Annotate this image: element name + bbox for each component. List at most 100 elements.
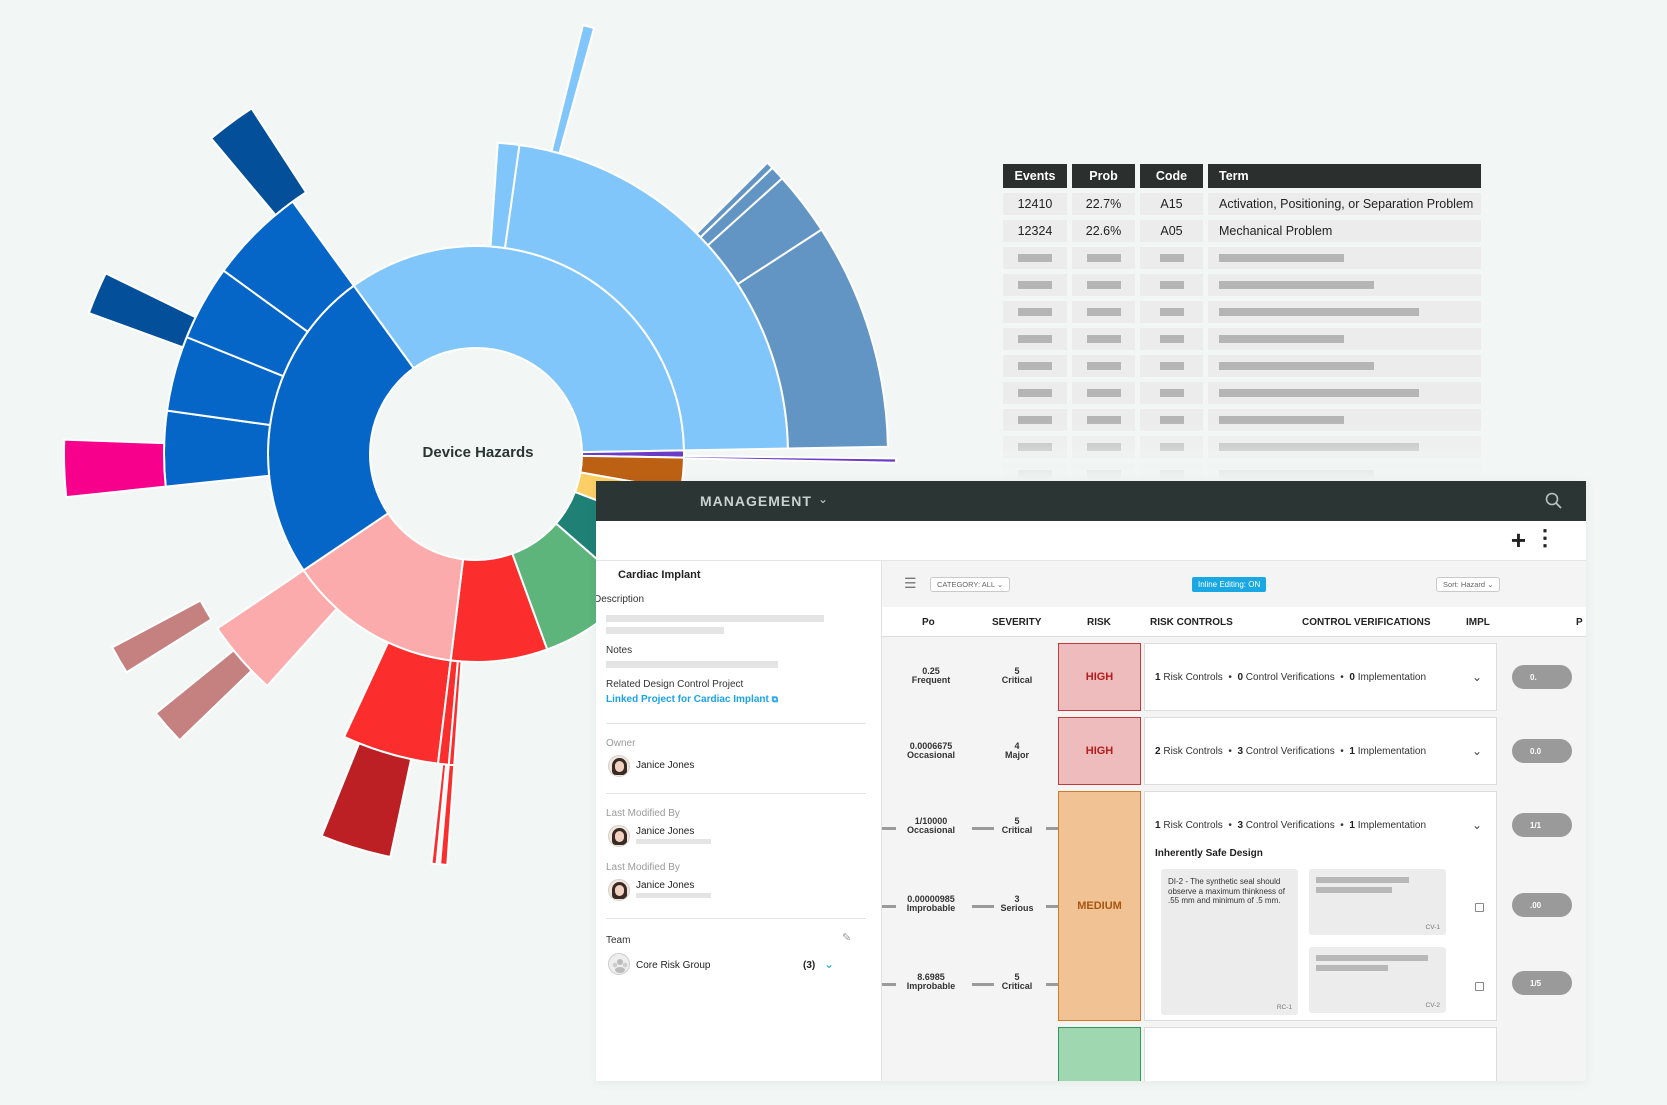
description-value[interactable]: [606, 627, 724, 634]
related-project-link[interactable]: Linked Project for Cardiac Implant ⧉: [606, 694, 778, 705]
checkbox[interactable]: [1475, 903, 1484, 912]
category-filter-label[interactable]: CATEGORY: All: [937, 580, 995, 589]
risk-controls-summary[interactable]: 1 Risk Controls • 0 Control Verification…: [1144, 643, 1497, 711]
risk-badge[interactable]: HIGH: [1058, 643, 1141, 711]
chevron-down-icon[interactable]: ⌄: [1471, 744, 1482, 758]
sunburst-segment[interactable]: [706, 176, 823, 286]
sunburst-segment[interactable]: [695, 161, 774, 239]
sunburst-segment[interactable]: [489, 141, 521, 250]
category-filter[interactable]: CATEGORY: All ⌄: [930, 577, 1011, 592]
sunburst-segment[interactable]: [439, 763, 456, 867]
risk-controls-summary[interactable]: [1144, 1027, 1497, 1081]
column-control-verifications[interactable]: CONTROL VERIFICATIONS: [1302, 617, 1431, 628]
notes-value[interactable]: [606, 661, 778, 668]
severity-cell[interactable]: 5 Critical: [982, 816, 1052, 836]
sunburst-segment[interactable]: [222, 200, 356, 334]
table-row[interactable]: 12324 22.6% A05 Mechanical Problem: [1003, 220, 1481, 242]
search-icon[interactable]: [1544, 491, 1564, 511]
checkbox[interactable]: [1475, 982, 1484, 991]
controls-summary-text: 1 Risk Controls • 0 Control Verification…: [1155, 672, 1427, 683]
chevron-up-icon[interactable]: ⌄: [1471, 818, 1482, 832]
p-value-pill[interactable]: 0.0: [1512, 739, 1572, 763]
chevron-down-icon[interactable]: ⌄: [818, 492, 829, 506]
placeholder-cell: [1208, 301, 1481, 323]
verification-id: CV-1: [1425, 924, 1440, 931]
p-value-pill[interactable]: .00: [1512, 893, 1572, 917]
cell-events: 12410: [1003, 193, 1067, 215]
team-label: Team: [606, 935, 631, 946]
sort-dropdown[interactable]: Sort: Hazard ⌄: [1436, 577, 1501, 592]
risk-controls-expanded[interactable]: 1 Risk Controls • 3 Control Verification…: [1144, 791, 1497, 1021]
po-value: 1/10000: [914, 816, 948, 826]
sunburst-segment[interactable]: [209, 107, 308, 217]
cv-count: 0: [1237, 672, 1243, 683]
column-p[interactable]: P: [1576, 617, 1583, 628]
header-events[interactable]: Events: [1003, 164, 1067, 188]
po-cell[interactable]: 0.0006675 Occasional: [886, 741, 976, 761]
placeholder-bar: [1159, 281, 1184, 289]
risk-control-card[interactable]: DI-2 - The synthetic seal should observe…: [1161, 869, 1298, 1015]
connector-line: [972, 827, 994, 830]
column-impl[interactable]: IMPL: [1466, 617, 1490, 628]
placeholder-bar: [1018, 416, 1052, 424]
risk-badge[interactable]: [1058, 1027, 1141, 1081]
table-fade-overlay: [999, 422, 1485, 492]
column-risk-controls[interactable]: RISK CONTROLS: [1150, 617, 1233, 628]
severity-label: Serious: [1000, 903, 1034, 914]
divider: [606, 723, 866, 724]
verification-card[interactable]: CV-1: [1309, 869, 1446, 935]
related-project-link-text[interactable]: Linked Project for Cardiac Implant: [606, 694, 769, 705]
header-code[interactable]: Code: [1140, 164, 1203, 188]
sunburst-ray[interactable]: [682, 455, 897, 464]
rc-label: Risk Controls: [1163, 672, 1223, 683]
severity-cell[interactable]: 4 Major: [982, 741, 1052, 761]
po-cell[interactable]: 8.6985 Improbable: [886, 972, 976, 992]
sunburst-segment[interactable]: [736, 228, 889, 450]
more-options-icon[interactable]: ⋮: [1534, 525, 1556, 550]
risk-badge[interactable]: MEDIUM: [1058, 791, 1141, 1021]
verification-card[interactable]: CV-2: [1309, 947, 1446, 1013]
notes-label: Notes: [606, 645, 633, 656]
placeholder-bar: [1018, 362, 1052, 370]
p-value-pill[interactable]: 1/1: [1512, 813, 1572, 837]
risk-controls-summary[interactable]: 2 Risk Controls • 3 Control Verification…: [1144, 717, 1497, 785]
chevron-down-icon[interactable]: ⌄: [824, 957, 835, 971]
module-title[interactable]: MANAGEMENT: [700, 493, 812, 509]
sunburst-segment[interactable]: [87, 272, 197, 349]
connector-line: [882, 827, 896, 830]
column-severity[interactable]: SEVERITY: [992, 617, 1042, 628]
header-term[interactable]: Term: [1208, 164, 1481, 188]
description-value[interactable]: [606, 615, 824, 622]
sunburst-segment[interactable]: [430, 763, 448, 866]
owner-name[interactable]: Janice Jones: [636, 760, 695, 771]
filter-icon[interactable]: ☰: [904, 575, 917, 591]
chevron-down-icon[interactable]: ⌄: [1471, 670, 1482, 684]
sunburst-segment[interactable]: [550, 23, 596, 155]
po-cell[interactable]: 1/10000 Occasional: [886, 816, 976, 836]
team-name[interactable]: Core Risk Group: [636, 960, 711, 971]
header-prob[interactable]: Prob: [1072, 164, 1135, 188]
sort-label[interactable]: Sort: Hazard: [1443, 580, 1486, 589]
p-value-pill[interactable]: 0.: [1512, 665, 1572, 689]
inline-editing-toggle[interactable]: Inline Editing: ON: [1192, 577, 1267, 592]
severity-cell[interactable]: 3 Serious: [982, 894, 1052, 914]
po-cell[interactable]: 0.25 Frequent: [886, 666, 976, 686]
add-button[interactable]: +: [1510, 525, 1526, 555]
p-value-pill[interactable]: 1/5: [1512, 971, 1572, 995]
sunburst-segment[interactable]: [63, 438, 167, 499]
external-link-icon[interactable]: ⧉: [771, 694, 779, 704]
risk-control-text: DI-2 - The synthetic seal should observe…: [1168, 877, 1285, 906]
sunburst-segment[interactable]: [154, 648, 253, 742]
rc-count: 1: [1155, 820, 1161, 831]
severity-cell[interactable]: 5 Critical: [982, 666, 1052, 686]
column-po[interactable]: Po: [922, 617, 935, 628]
po-cell[interactable]: 0.00000985 Improbable: [886, 894, 976, 914]
column-risk[interactable]: RISK: [1087, 617, 1111, 628]
risk-badge[interactable]: HIGH: [1058, 717, 1141, 785]
severity-cell[interactable]: 5 Critical: [982, 972, 1052, 992]
edit-pencil-icon[interactable]: ✎: [842, 932, 852, 944]
sunburst-segment[interactable]: [320, 741, 413, 859]
table-row[interactable]: 12410 22.7% A15 Activation, Positioning,…: [1003, 193, 1481, 215]
sunburst-segment[interactable]: [110, 599, 213, 674]
rc-count: 1: [1155, 672, 1161, 683]
